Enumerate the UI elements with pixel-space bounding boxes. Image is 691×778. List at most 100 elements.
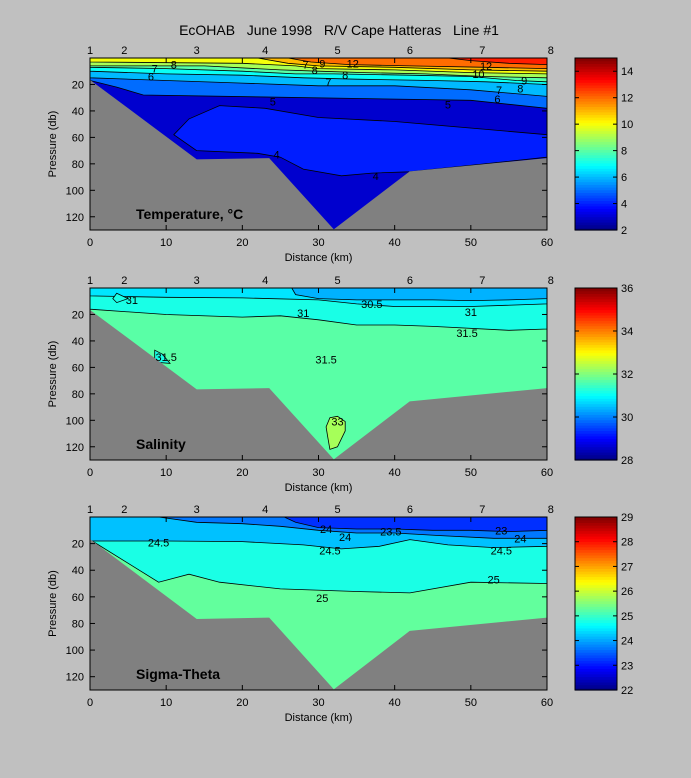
y-tick-label: 100: [66, 415, 84, 427]
y-tick-label: 40: [72, 106, 84, 118]
colorbar-segment: [575, 141, 617, 145]
colorbar-tick-label: 24: [621, 636, 633, 648]
colorbar-segment: [575, 74, 617, 78]
colorbar-segment: [575, 441, 617, 445]
colorbar-segment: [575, 608, 617, 613]
contour-island-4: [173, 105, 547, 177]
colorbar-tick-label: 6: [621, 172, 627, 184]
colorbar-segment: [575, 98, 617, 102]
colorbar-segment: [575, 368, 617, 372]
station-number: 4: [262, 504, 268, 516]
colorbar-segment: [575, 344, 617, 348]
colorbar-segment: [575, 320, 617, 324]
colorbar-segment: [575, 425, 617, 429]
colorbar-segment: [575, 395, 617, 399]
colorbar-segment: [575, 146, 617, 150]
colorbar-segment: [575, 58, 617, 62]
contour-island-32.3: [325, 415, 346, 450]
colorbar-segment: [575, 101, 617, 105]
colorbar-segment: [575, 298, 617, 303]
station-number: 1: [87, 45, 93, 57]
contour-label: 25: [488, 575, 500, 587]
station-number: 5: [334, 504, 340, 516]
x-axis-label: Distance (km): [285, 252, 353, 264]
colorbar-segment: [575, 339, 617, 343]
x-tick-label: 0: [87, 237, 93, 249]
colorbar-segment: [575, 435, 617, 440]
colorbar-segment: [575, 687, 617, 691]
colorbar-tick-label: 25: [621, 611, 633, 623]
colorbar-segment: [575, 527, 617, 532]
colorbar-segment: [575, 130, 617, 134]
colorbar-segment: [575, 95, 617, 99]
contour-label: 31.5: [456, 328, 477, 340]
colorbar-segment: [575, 592, 617, 596]
colorbar-tick-label: 29: [621, 512, 633, 524]
contour-band-30.4: [291, 288, 547, 302]
panel-label: Salinity: [136, 436, 186, 452]
colorbar-segment: [575, 203, 617, 207]
y-tick-label: 80: [72, 389, 84, 401]
colorbar-segment: [575, 314, 617, 319]
contour-label: 6: [148, 72, 154, 84]
x-tick-label: 20: [236, 467, 248, 479]
x-tick-label: 20: [236, 237, 248, 249]
contour-label: 9: [521, 75, 527, 87]
colorbar-segment: [575, 411, 617, 415]
colorbar-segment: [575, 584, 617, 588]
contour-label: 24.5: [491, 545, 512, 557]
colorbar-tick-label: 32: [621, 369, 633, 381]
colorbar-tick-label: 28: [621, 455, 633, 467]
colorbar-segment: [575, 446, 617, 450]
colorbar-segment: [575, 573, 617, 578]
colorbar-segment: [575, 293, 617, 297]
station-number: 1: [87, 504, 93, 516]
station-number: 8: [548, 45, 554, 57]
contour-label: 33: [331, 417, 343, 429]
colorbar-segment: [575, 517, 617, 521]
station-number: 6: [407, 504, 413, 516]
colorbar-segment: [575, 213, 617, 218]
colorbar-segment: [575, 357, 617, 362]
colorbar-segment: [575, 192, 617, 196]
y-axis-label: Pressure (db): [47, 111, 59, 178]
colorbar-segment: [575, 152, 617, 156]
colorbar-segment: [575, 414, 617, 418]
y-tick-label: 40: [72, 565, 84, 577]
colorbar-segment: [575, 541, 617, 545]
station-number: 8: [548, 275, 554, 287]
contour-label: 31.5: [315, 354, 336, 366]
x-tick-label: 60: [541, 237, 553, 249]
colorbar-segment: [575, 111, 617, 116]
contour-label: 23: [495, 525, 507, 537]
contour-label: 25: [316, 593, 328, 605]
contour-label: 4: [373, 171, 379, 183]
colorbar-segment: [575, 581, 617, 586]
x-tick-label: 30: [312, 697, 324, 709]
colorbar-segment: [575, 635, 617, 640]
contour-label: 31.5: [155, 352, 176, 364]
colorbar-segment: [575, 296, 617, 300]
colorbar-segment: [575, 170, 617, 175]
contour-label: 24: [339, 532, 351, 544]
y-tick-label: 20: [72, 539, 84, 551]
colorbar-segment: [575, 644, 617, 648]
colorbar-segment: [575, 525, 617, 529]
y-axis-label: Pressure (db): [47, 570, 59, 637]
colorbar-segment: [575, 398, 617, 402]
colorbar-segment: [575, 598, 617, 602]
colorbar-segment: [575, 176, 617, 180]
colorbar-segment: [575, 595, 617, 599]
station-number: 8: [548, 504, 554, 516]
contour-label: 5: [270, 97, 276, 109]
colorbar-segment: [575, 427, 617, 432]
x-tick-label: 20: [236, 697, 248, 709]
contour-label: 7: [302, 60, 308, 72]
x-tick-label: 50: [465, 697, 477, 709]
colorbar-segment: [575, 552, 617, 556]
colorbar-segment: [575, 376, 617, 380]
colorbar-segment: [575, 119, 617, 124]
colorbar-segment: [575, 181, 617, 185]
